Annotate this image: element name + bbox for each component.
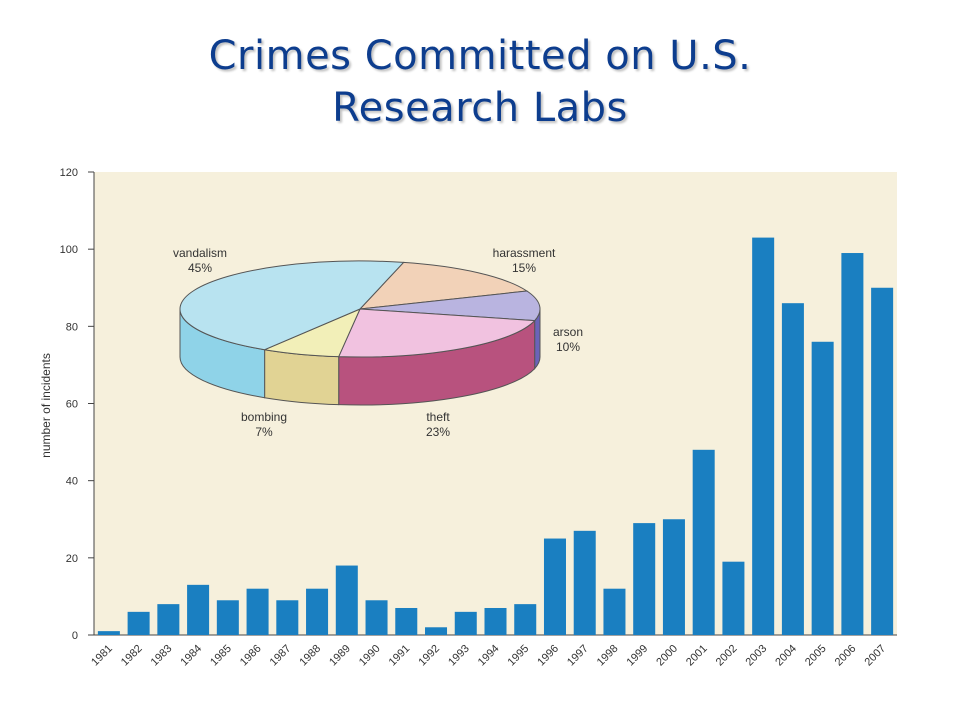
pie-percent-arson: 10% [556, 340, 580, 354]
pie-percent-harassment: 15% [512, 261, 536, 275]
pie-label-vandalism: vandalism [173, 246, 227, 260]
pie-label-harassment: harassment [493, 246, 556, 260]
pie-label-arson: arson [553, 325, 583, 339]
bar-2004 [781, 303, 804, 635]
bar-1990 [365, 600, 388, 635]
x-tick-label: 1987 [268, 643, 294, 669]
x-tick-label: 2005 [803, 643, 829, 669]
x-tick-label: 1986 [238, 643, 264, 669]
y-tick-label: 20 [66, 553, 78, 565]
x-tick-label: 2004 [773, 643, 799, 669]
slide-title-line-2: Research Labs [332, 85, 628, 131]
x-tick-label: 1982 [119, 643, 145, 669]
bar-2002 [722, 561, 745, 635]
x-tick-label: 1988 [297, 643, 323, 669]
pie-percent-vandalism: 45% [188, 261, 212, 275]
slide-title-line-1: Crimes Committed on U.S. [208, 33, 752, 79]
x-tick-label: 1999 [625, 643, 651, 669]
bar-2000 [662, 519, 685, 635]
bar-1996 [543, 538, 566, 635]
bar-1998 [603, 588, 626, 635]
pie-percent-bombing: 7% [255, 425, 273, 439]
bar-1994 [484, 607, 507, 635]
bar-2007 [871, 287, 894, 635]
bar-1986 [246, 588, 269, 635]
plot-background [94, 172, 897, 635]
x-tick-label: 1991 [387, 643, 413, 669]
y-tick-label: 60 [66, 399, 78, 411]
pie-slice-harassment [358, 261, 529, 310]
bar-1985 [216, 600, 239, 635]
bar-1983 [157, 604, 180, 635]
bar-1982 [127, 611, 150, 635]
x-tick-label: 2006 [833, 643, 859, 669]
x-tick-label: 1990 [357, 643, 383, 669]
x-tick-label: 1993 [446, 643, 472, 669]
bar-1987 [276, 600, 299, 635]
x-tick-label: 1985 [208, 643, 234, 669]
pie-percent-theft: 23% [426, 425, 450, 439]
pie-slice-arson [359, 290, 541, 322]
y-tick-label: 120 [60, 167, 78, 179]
x-tick-label: 1997 [565, 643, 591, 669]
bar-1997 [573, 530, 596, 635]
x-tick-label: 2003 [743, 643, 769, 669]
bar-1988 [306, 588, 329, 635]
bar-2006 [841, 253, 864, 635]
x-tick-label: 1983 [149, 643, 175, 669]
bar-1984 [187, 584, 210, 635]
x-tick-label: 1992 [416, 643, 442, 669]
bar-1991 [395, 607, 418, 635]
bar-1989 [335, 565, 358, 635]
bar-1981 [97, 631, 120, 635]
pie-slice-theft [337, 308, 536, 358]
pie-label-theft: theft [426, 410, 450, 424]
bar-1999 [633, 523, 656, 635]
x-tick-label: 1996 [535, 643, 561, 669]
x-tick-label: 1994 [476, 643, 502, 669]
x-tick-label: 2000 [654, 643, 680, 669]
x-tick-label: 1995 [506, 643, 532, 669]
bar-2005 [811, 341, 834, 635]
pie-side-bombing [264, 349, 340, 406]
bar-1995 [514, 604, 537, 635]
x-tick-label: 2007 [862, 643, 888, 669]
pie-slice-vandalism [179, 260, 405, 351]
y-tick-label: 100 [60, 244, 78, 256]
x-tick-label: 1984 [178, 643, 204, 669]
y-tick-label: 40 [66, 476, 78, 488]
y-axis-label: number of incidents [39, 353, 53, 458]
bar-2003 [752, 237, 775, 635]
x-tick-label: 1998 [595, 643, 621, 669]
bar-2001 [692, 449, 715, 635]
bar-1992 [425, 627, 448, 635]
y-tick-label: 0 [72, 630, 78, 642]
x-tick-label: 1989 [327, 643, 353, 669]
x-tick-label: 1981 [89, 643, 115, 669]
slide-title: Crimes Committed on U.S. Research Labs [0, 30, 960, 134]
x-tick-label: 2002 [714, 643, 740, 669]
y-tick-label: 80 [66, 321, 78, 333]
bar-1993 [454, 611, 477, 635]
x-tick-label: 2001 [684, 643, 710, 669]
pie-label-bombing: bombing [241, 410, 287, 424]
